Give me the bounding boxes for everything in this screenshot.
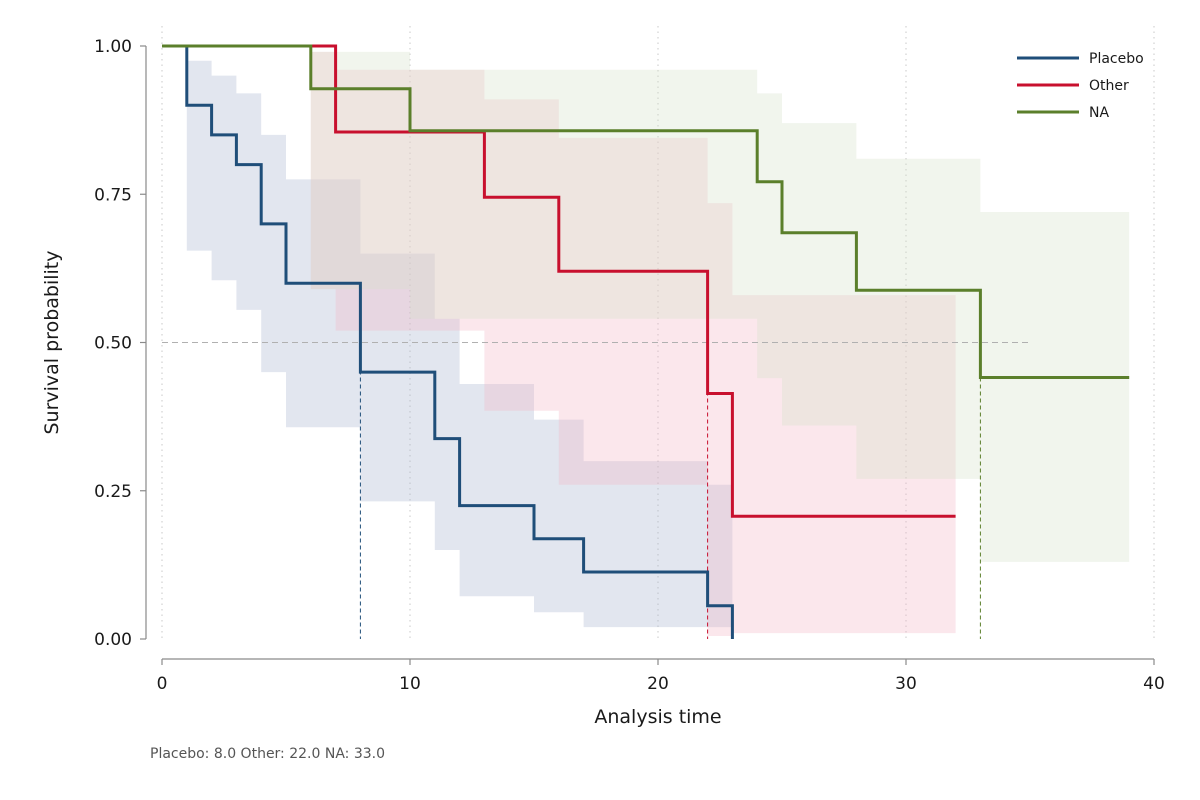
x-tick-label: 10	[399, 674, 421, 694]
survival-curve-na	[162, 44, 1130, 379]
confidence-band-other	[310, 51, 956, 636]
legend: Placebo Other NA	[1017, 51, 1144, 121]
y-tick-label: 0.00	[94, 630, 132, 650]
y-axis-title: Survival probability	[41, 250, 63, 434]
y-tick-label: 0.25	[94, 482, 132, 502]
x-tick-label: 20	[647, 674, 669, 694]
survival-curve-placebo	[162, 44, 734, 639]
y-tick-label: 0.50	[94, 334, 132, 354]
y-tick-label: 1.00	[94, 37, 132, 57]
survival-curves	[162, 44, 1130, 639]
confidence-bands	[186, 51, 1130, 636]
legend-label-placebo: Placebo	[1089, 51, 1144, 67]
median-footnote: Placebo: 8.0 Other: 22.0 NA: 33.0	[150, 746, 385, 762]
x-tick-label: 40	[1143, 674, 1165, 694]
x-tick-label: 0	[157, 674, 168, 694]
x-tick-label: 30	[895, 674, 917, 694]
y-tick-label: 0.75	[94, 185, 132, 205]
axes: 0 10 20 30 40 0.00 0.25 0.50 0.75 1.00 Analysis ti…	[41, 37, 1165, 728]
x-axis-title: Analysis time	[594, 706, 721, 728]
legend-label-other: Other	[1089, 78, 1129, 94]
legend-label-na: NA	[1089, 105, 1109, 121]
confidence-band-placebo	[186, 60, 733, 628]
confidence-band-na	[310, 51, 1130, 562]
